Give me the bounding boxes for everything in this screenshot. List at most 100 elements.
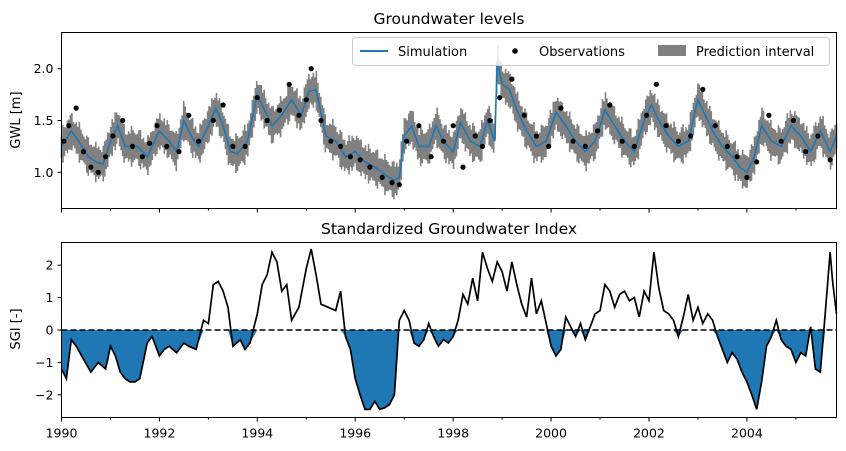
observation-point [712, 123, 718, 129]
gwl-panel: Groundwater levels GWL [m] 1.0 1.5 2.0 Sim… [9, 10, 838, 213]
gwl-legend: Simulation Observations Prediction inter… [352, 37, 830, 66]
observation-point [460, 164, 466, 170]
observation-point [308, 66, 314, 72]
observation-point [196, 138, 202, 144]
gwl-title: Groundwater levels [373, 10, 524, 28]
sgi-xtick-label: 2000 [535, 426, 567, 441]
legend-prediction-swatch [658, 45, 686, 56]
observation-point [242, 143, 248, 149]
observation-point [744, 174, 750, 180]
sgi-panel: Standardized Groundwater Index SGI [-] −… [9, 220, 838, 441]
observation-point [120, 117, 126, 124]
observation-point [139, 154, 145, 160]
observation-point [129, 143, 136, 149]
legend-observations-swatch [512, 48, 518, 54]
observation-point [688, 133, 694, 139]
gwl-ytick-label: 1.0 [34, 165, 54, 180]
observation-point [367, 164, 373, 170]
observation-point [487, 117, 493, 124]
observation-point [479, 143, 486, 149]
observation-point [164, 143, 170, 149]
sgi-xtick-label: 1990 [46, 426, 78, 441]
sgi-xtick-label: 2004 [731, 426, 763, 441]
legend-box [352, 37, 830, 66]
sgi-xtick-label: 1998 [437, 426, 469, 441]
gwl-axes-frame [61, 32, 837, 209]
observation-point [286, 81, 292, 87]
gwl-points-layer [61, 66, 833, 188]
gwl-band-layer [60, 45, 838, 200]
sgi-xtick-label: 1996 [339, 426, 371, 441]
observation-point [230, 143, 236, 149]
observation-point [827, 157, 833, 163]
legend-prediction-label: Prediction interval [696, 45, 814, 60]
observation-point [595, 128, 601, 134]
gwl-axis-layer: 1.0 1.5 2.0 [34, 61, 797, 213]
observation-point [80, 149, 87, 155]
sgi-xtick-label: 1992 [144, 426, 176, 441]
observation-point [220, 102, 226, 108]
sgi-line-layer [60, 248, 838, 411]
sgi-title: Standardized Groundwater Index [321, 220, 577, 238]
observation-point [210, 117, 216, 124]
observation-point [766, 112, 772, 118]
sgi-ytick-label: 1 [46, 290, 54, 305]
observation-point [653, 81, 659, 87]
sgi-axis-layer: −2 −1 0 1 2 1990 1992 1994 1996 1998 2000 2002 2004 [35, 258, 797, 441]
observation-point [619, 138, 625, 144]
observation-point [103, 154, 109, 160]
observation-point [303, 97, 309, 103]
observation-point [472, 133, 478, 139]
observation-point [450, 123, 456, 129]
observation-point [328, 138, 334, 144]
observation-point [790, 117, 797, 124]
observation-point [533, 133, 540, 139]
sgi-fill-layer [61, 330, 837, 410]
sgi-negative-fill [61, 330, 837, 410]
sgi-ytick-label: 0 [46, 323, 54, 338]
observation-point [379, 174, 385, 180]
observation-point [396, 182, 402, 188]
observation-point [318, 117, 324, 124]
observation-point [521, 112, 527, 118]
observation-point [724, 143, 730, 149]
observation-point [88, 164, 94, 170]
observation-point [61, 138, 67, 144]
observation-point [631, 143, 637, 149]
sgi-ylabel: SGI [-] [9, 308, 24, 349]
observation-point [558, 105, 564, 111]
observation-point [264, 117, 270, 124]
observation-point [546, 143, 552, 149]
observation-point [176, 149, 182, 155]
observation-point [700, 86, 706, 92]
observation-point [416, 123, 422, 129]
gwl-ylabel: GWL [m] [9, 91, 24, 148]
observation-point [296, 112, 302, 118]
observation-point [404, 138, 410, 144]
sgi-ytick-label: −1 [35, 355, 53, 370]
sgi-ytick-label: 2 [46, 258, 54, 273]
observation-point [663, 123, 669, 129]
observation-point [110, 133, 116, 139]
observation-point [440, 138, 446, 144]
observation-point [754, 159, 760, 165]
observation-point [389, 180, 395, 186]
observation-point [497, 95, 503, 101]
prediction-interval-band [60, 45, 838, 200]
observation-point [154, 123, 160, 129]
observation-point [428, 154, 434, 160]
observation-point [570, 138, 576, 144]
observation-point [607, 102, 613, 108]
observation-point [95, 169, 101, 175]
gwl-ytick-label: 1.5 [34, 113, 54, 128]
observation-point [803, 149, 809, 155]
sgi-xtick-label: 2002 [633, 426, 665, 441]
observation-point [643, 112, 650, 118]
sgi-line [60, 248, 838, 411]
observation-point [276, 107, 282, 113]
observation-point [675, 138, 682, 144]
observation-point [734, 154, 740, 160]
observation-point [338, 143, 344, 149]
sgi-ytick-label: −2 [35, 387, 53, 402]
